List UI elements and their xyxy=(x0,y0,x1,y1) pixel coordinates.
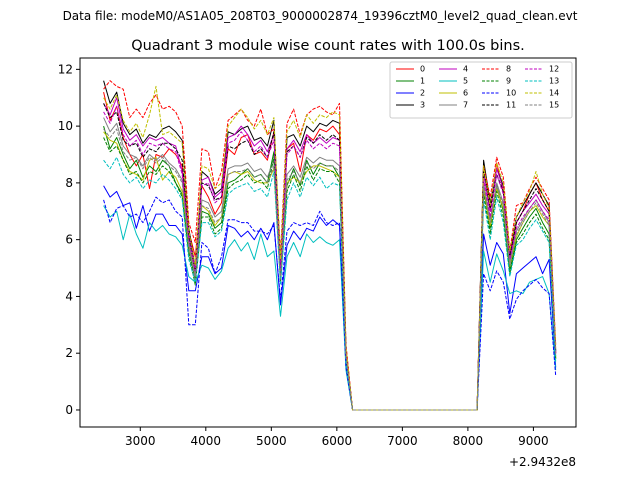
legend-label-12: 12 xyxy=(549,65,559,74)
x-offset-label: +2.9432e8 xyxy=(509,455,576,469)
legend-label-5: 5 xyxy=(463,77,468,86)
y-tick-label: 10 xyxy=(58,119,73,133)
y-tick-label: 2 xyxy=(65,346,73,360)
x-tick-label: 7000 xyxy=(387,434,418,448)
plot-area xyxy=(103,80,557,411)
legend-label-11: 11 xyxy=(506,101,516,110)
series-5-line xyxy=(103,205,557,411)
legend-label-13: 13 xyxy=(549,77,559,86)
legend-frame xyxy=(389,61,573,119)
data-file-label: Data file: modeM0/AS1A05_208T03_90000028… xyxy=(63,9,578,23)
legend-label-1: 1 xyxy=(420,77,425,86)
y-tick-label: 0 xyxy=(65,403,73,417)
series-10-line xyxy=(103,196,557,411)
y-tick-label: 12 xyxy=(58,62,73,76)
legend-label-9: 9 xyxy=(506,77,511,86)
legend-label-14: 14 xyxy=(549,89,559,98)
x-tick-label: 9000 xyxy=(518,434,549,448)
x-tick-label: 5000 xyxy=(256,434,287,448)
legend-label-3: 3 xyxy=(420,101,425,110)
axes-frame xyxy=(79,57,577,428)
y-axis: 0 2 4 6 8 10 12 xyxy=(58,62,80,417)
x-axis: 3000 4000 5000 6000 7000 8000 9000 xyxy=(125,427,549,448)
legend-label-15: 15 xyxy=(549,101,559,110)
x-tick-label: 4000 xyxy=(191,434,222,448)
chart-title: Quadrant 3 module wise count rates with … xyxy=(131,38,525,54)
legend-label-7: 7 xyxy=(463,101,468,110)
legend-label-8: 8 xyxy=(506,65,511,74)
legend-label-10: 10 xyxy=(506,89,516,98)
y-tick-label: 8 xyxy=(65,176,73,190)
legend-label-2: 2 xyxy=(420,89,425,98)
series-11-line xyxy=(103,103,557,411)
legend-label-6: 6 xyxy=(463,89,468,98)
legend-label-4: 4 xyxy=(463,65,468,74)
x-tick-label: 3000 xyxy=(125,434,156,448)
legend-label-0: 0 xyxy=(420,65,425,74)
y-tick-label: 6 xyxy=(65,233,73,247)
x-tick-label: 8000 xyxy=(453,434,484,448)
series-15-line xyxy=(103,128,557,411)
y-tick-label: 4 xyxy=(65,289,73,303)
x-tick-label: 6000 xyxy=(322,434,353,448)
